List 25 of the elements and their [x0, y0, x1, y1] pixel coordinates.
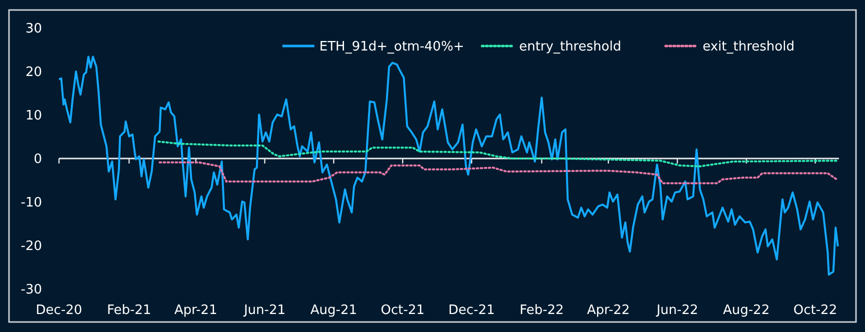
line-series	[58, 56, 839, 276]
x-tick-label: Apr-21	[174, 303, 218, 318]
x-tick-label: Jun-21	[242, 303, 286, 318]
x-tick-label: Jun-22	[656, 303, 698, 318]
y-tick-label: 30	[25, 22, 42, 37]
line-series	[157, 140, 839, 168]
legend-label: entry_threshold	[519, 40, 622, 55]
y-tick-label: -30	[20, 282, 42, 298]
x-tick-label: Dec-21	[448, 303, 495, 318]
line-series	[158, 161, 838, 184]
y-tick-label: -10	[20, 196, 42, 211]
legend-label: ETH_91d+_otm-40%+	[319, 40, 464, 55]
x-tick-label: Feb-22	[520, 303, 564, 318]
legend-label: exit_threshold	[702, 40, 795, 55]
x-tick-label: Feb-21	[106, 303, 152, 318]
x-tick-label: Dec-20	[36, 303, 82, 318]
y-tick-label: 0	[34, 152, 42, 168]
x-tick-label: Aug-22	[722, 303, 770, 318]
x-tick-label: Apr-22	[586, 303, 630, 318]
x-tick-label: Oct-22	[793, 303, 838, 318]
x-tick-label: Aug-21	[310, 303, 358, 318]
y-tick-label: 20	[25, 65, 42, 80]
y-tick-label: 10	[25, 108, 42, 124]
y-tick-label: -20	[20, 239, 42, 254]
x-tick-label: Oct-21	[380, 303, 425, 318]
